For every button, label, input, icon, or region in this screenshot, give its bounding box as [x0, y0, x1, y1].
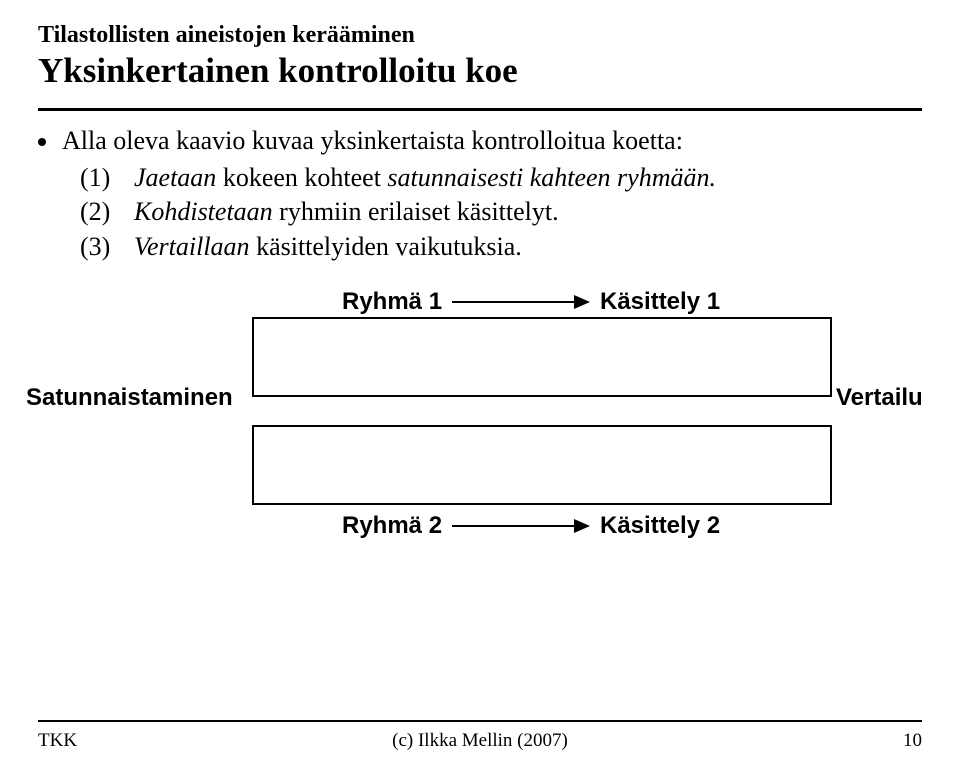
edge — [452, 525, 574, 527]
footer-left: TKK — [38, 730, 77, 752]
emph: Kohdistetaan — [134, 197, 273, 226]
list-item-text: Vertaillaan käsittelyiden vaikutuksia. — [134, 231, 922, 264]
list-item-text: Jaetaan kokeen kohteet satunnaisesti kah… — [134, 162, 922, 195]
node-vertailu: Vertailu — [836, 383, 923, 413]
emph: Jaetaan — [134, 163, 216, 192]
list-item: (2) Kohdistetaan ryhmiin erilaiset käsit… — [80, 196, 922, 229]
list-item-text: Kohdistetaan ryhmiin erilaiset käsittely… — [134, 196, 922, 229]
node-satunnaistaminen: Satunnaistaminen — [26, 383, 233, 413]
bullet-dot-icon — [38, 138, 46, 146]
bullet-item: Alla oleva kaavio kuvaa yksinkertaista k… — [38, 125, 922, 158]
box-right — [744, 317, 832, 397]
node-kasittely1: Käsittely 1 — [600, 287, 720, 317]
box-right-lower — [744, 425, 832, 505]
emph: satunnaisesti kahteen ryhmään. — [387, 163, 716, 192]
list-item: (1) Jaetaan kokeen kohteet satunnaisesti… — [80, 162, 922, 195]
footer-separator — [38, 720, 922, 722]
list-item-number: (3) — [80, 231, 134, 264]
edge — [452, 301, 574, 303]
supertitle: Tilastollisten aineistojen kerääminen — [38, 22, 922, 50]
bullet-text: Alla oleva kaavio kuvaa yksinkertaista k… — [62, 125, 683, 158]
footer: (c) Ilkka Mellin (2007) TKK 10 — [38, 730, 922, 752]
node-ryhma2: Ryhmä 2 — [342, 511, 442, 541]
node-kasittely2: Käsittely 2 — [600, 511, 720, 541]
content: Alla oleva kaavio kuvaa yksinkertaista k… — [38, 125, 922, 555]
numbered-list: (1) Jaetaan kokeen kohteet satunnaisesti… — [38, 162, 922, 264]
footer-center: (c) Ilkka Mellin (2007) — [38, 730, 922, 752]
list-item: (3) Vertaillaan käsittelyiden vaikutuksi… — [80, 231, 922, 264]
list-item-number: (1) — [80, 162, 134, 195]
arrowhead-icon — [574, 519, 590, 533]
plain: ryhmiin erilaiset käsittelyt. — [273, 197, 559, 226]
box-left — [252, 317, 744, 397]
page-title: Yksinkertainen kontrolloitu koe — [38, 52, 922, 91]
list-item-number: (2) — [80, 196, 134, 229]
plain: käsittelyiden vaikutuksia. — [250, 232, 522, 261]
title-separator — [38, 108, 922, 111]
arrowhead-icon — [574, 295, 590, 309]
footer-right: 10 — [903, 730, 922, 752]
emph: Vertaillaan — [134, 232, 250, 261]
slide: Tilastollisten aineistojen kerääminen Yk… — [0, 0, 960, 766]
box-left-lower — [252, 425, 744, 505]
flow-diagram: Ryhmä 1 Käsittely 1 Satunnaistaminen Ver… — [38, 287, 922, 555]
plain: kokeen kohteet — [216, 163, 387, 192]
node-ryhma1: Ryhmä 1 — [342, 287, 442, 317]
